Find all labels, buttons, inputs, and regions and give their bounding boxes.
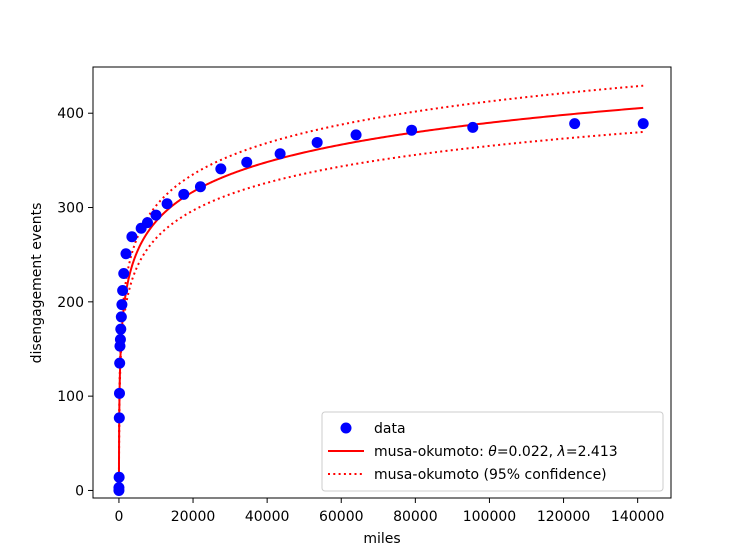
x-axis-label: miles [363, 531, 400, 547]
axes-frame [92, 66, 672, 499]
data-point [141, 217, 153, 229]
chart-marks [113, 84, 649, 496]
axis-ticks: 0 20000 40000 60000 80000 100000 120000 140000 0… [57, 106, 664, 525]
data-point [569, 118, 581, 130]
data-point [406, 124, 418, 136]
legend-label-confidence: musa-okumoto (95% confidence) [374, 467, 607, 483]
data-point [311, 136, 323, 148]
y-tick-label: 200 [57, 295, 84, 311]
data-point [161, 198, 173, 210]
y-axis-label: disengagement events [29, 203, 45, 364]
data-point [194, 181, 206, 193]
data-point [115, 311, 127, 323]
legend-label-data: data [374, 421, 406, 437]
data-point [150, 209, 162, 221]
data-point [118, 268, 130, 280]
data-point [120, 248, 132, 260]
data-point [637, 118, 649, 130]
data-point [114, 357, 126, 369]
x-tick-label: 80000 [393, 509, 438, 525]
data-point [126, 231, 138, 243]
data-point [178, 188, 190, 200]
legend-theta-symbol: θ [488, 444, 497, 460]
legend: data musa-okumoto: θ=0.022, λ=2.413 musa… [321, 411, 664, 492]
legend-lambda-symbol: λ [557, 444, 566, 460]
data-point [113, 387, 125, 399]
data-point [113, 471, 125, 483]
legend-lambda-value: =2.413 [566, 444, 618, 460]
x-tick-label: 60000 [319, 509, 364, 525]
data-point [116, 299, 128, 311]
data-point [467, 121, 479, 133]
data-point [113, 482, 125, 494]
y-tick-label: 0 [75, 483, 84, 499]
data-point [115, 323, 127, 335]
x-tick-label: 0 [114, 509, 123, 525]
data-point [241, 156, 253, 168]
y-tick-label: 400 [57, 106, 84, 122]
data-point [274, 148, 286, 160]
data-point [350, 129, 362, 141]
legend-theta-value: =0.022, [497, 444, 558, 460]
y-tick-label: 100 [57, 389, 84, 405]
data-point [117, 285, 129, 297]
y-tick-label: 300 [57, 201, 84, 217]
x-tick-label: 140000 [611, 509, 664, 525]
legend-marker-data [340, 422, 352, 434]
legend-fit-prefix: musa-okumoto: [374, 444, 488, 460]
confidence-upper-line [117, 84, 644, 491]
x-tick-label: 20000 [171, 509, 216, 525]
x-tick-label: 100000 [463, 509, 516, 525]
data-point [113, 412, 125, 424]
x-tick-label: 120000 [537, 509, 590, 525]
legend-label-fit: musa-okumoto: θ=0.022, λ=2.413 [374, 444, 618, 460]
legend-frame [321, 411, 664, 492]
x-tick-label: 40000 [245, 509, 290, 525]
data-point [114, 334, 126, 346]
data-point [215, 163, 227, 175]
